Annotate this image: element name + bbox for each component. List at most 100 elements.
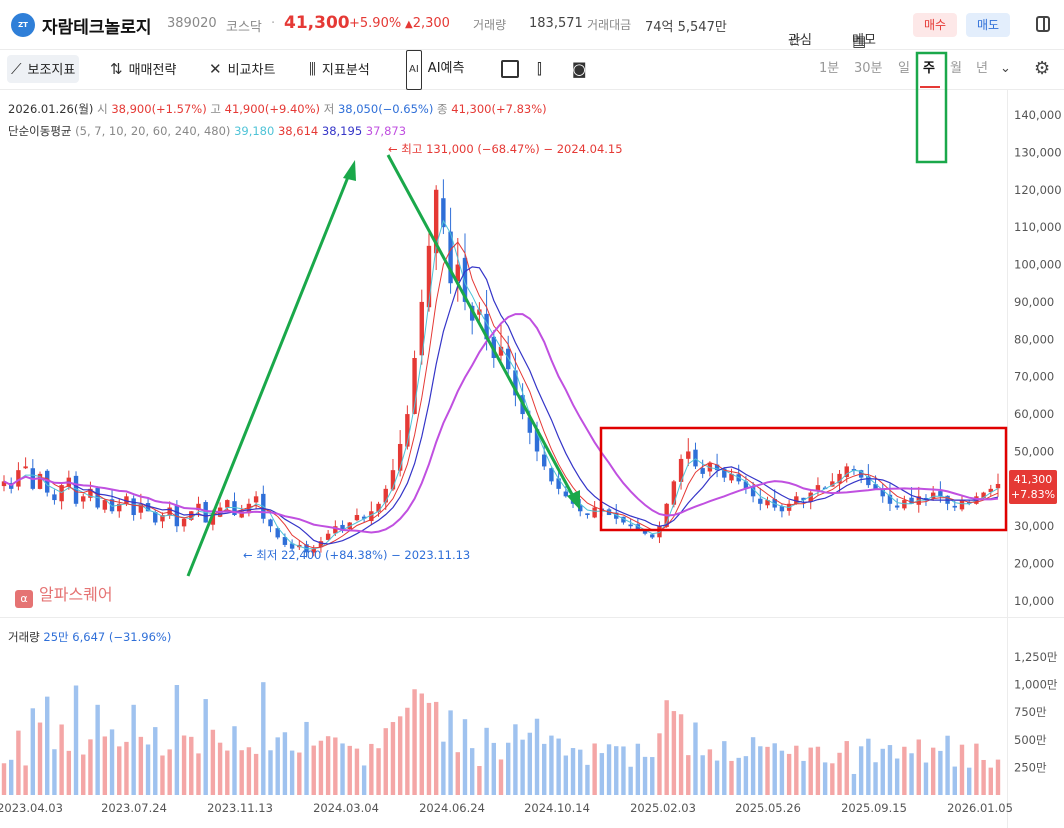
candle-body (225, 500, 230, 508)
volume-bar (145, 744, 151, 795)
volume-bar (686, 755, 691, 795)
volume-bar (275, 737, 280, 795)
strategy-button[interactable]: ⇅ 매매전략 (110, 50, 176, 88)
candle-body (909, 497, 914, 504)
buy-button[interactable]: 매수 (913, 13, 957, 37)
volume-bar (45, 696, 50, 795)
volume-bar (930, 747, 936, 795)
change-amount-value: 2,300 (412, 16, 450, 31)
indicators-label: 보조지표 (27, 63, 76, 78)
volume-bar (887, 745, 893, 795)
volume-bar (441, 741, 446, 795)
ohlc-line: 2026.01.26(월) 시 38,900(+1.57%) 고 41,900(… (8, 101, 547, 117)
candle-type-icon[interactable]: ⫿ (537, 50, 548, 88)
analysis-button[interactable]: ⫼ 지표분석 (309, 50, 370, 88)
volume-bar (707, 749, 713, 795)
compare-button[interactable]: ✕ 비교차트 (209, 50, 275, 88)
high-label: 고 (210, 102, 221, 116)
candle-body (671, 481, 677, 505)
watch-label: 관심 (788, 33, 812, 48)
ma-label: 단순이동평균 (8, 124, 72, 138)
close-value: 41,300 (451, 102, 492, 116)
tf-month[interactable]: 월 (950, 61, 962, 76)
line-chart-icon: ⟋ (11, 60, 22, 78)
timeframe-highlight-box (915, 51, 948, 164)
candle-body (369, 511, 374, 522)
x-tick-label: 2025.02.03 (630, 801, 696, 815)
candle-body (714, 464, 720, 471)
side-panel-icon[interactable] (1036, 16, 1050, 32)
x-tick-label: 2023.07.24 (101, 801, 167, 815)
change-amount: ▲2,300 (405, 16, 450, 31)
candle-body (81, 496, 86, 502)
volume-bar (873, 762, 878, 795)
volume-bar (66, 750, 72, 795)
y-tick-label: 50,000 (1014, 444, 1054, 458)
volume-bar (117, 746, 122, 795)
volume-bar (390, 722, 396, 795)
candle-body (462, 257, 468, 302)
y-tick-label: 120,000 (1014, 183, 1062, 197)
volume-bar (959, 744, 965, 795)
volume-bar (304, 721, 309, 795)
chevron-down-icon[interactable]: ⌄ (1000, 61, 1011, 76)
volume-bar (16, 730, 21, 795)
volume-bar (455, 752, 460, 795)
up-triangle-icon: ▲ (405, 19, 413, 30)
green-arrowhead-up (343, 160, 356, 181)
volume-bar (498, 759, 504, 795)
candle-body (268, 519, 273, 527)
candle-body (59, 485, 64, 502)
screenshot-icon[interactable]: ◙ (572, 50, 593, 88)
moving-average-line (3, 266, 999, 545)
volume-bar (801, 760, 806, 795)
indicators-button[interactable]: ⟋ 보조지표 (7, 55, 80, 83)
candle-body (131, 498, 136, 516)
vol-tick-label: 1,250만 (1014, 650, 1058, 664)
volume-bar (138, 736, 144, 795)
memo-icon: ▤ (852, 32, 867, 50)
candle-body (88, 488, 93, 498)
candle-body (37, 473, 43, 489)
candle-body (635, 524, 641, 530)
volume-bar (289, 750, 295, 795)
y-tick-label: 10,000 (1014, 594, 1054, 608)
candle-body (117, 503, 122, 512)
volume-bar (59, 724, 64, 795)
ma-value-3: 38,195 (321, 124, 363, 138)
volume-bar (189, 736, 194, 795)
candle-body (513, 370, 518, 396)
candle-body (981, 492, 986, 499)
gear-icon[interactable]: ⚙ (1034, 58, 1051, 79)
tf-1min[interactable]: 1분 (819, 61, 840, 76)
volume-panel-label: 거래량 (8, 630, 40, 644)
candle-body (275, 528, 280, 538)
volume-bar (635, 743, 641, 795)
volume-bar (534, 718, 540, 795)
close-label: 종 (437, 102, 448, 116)
volume-bar (945, 735, 950, 795)
volume-bar (902, 746, 907, 795)
stock-name[interactable]: 자람테크놀로지 (42, 18, 152, 38)
volume-info: 거래량 25만 6,647 (−31.96%) (8, 629, 171, 645)
candle-body (938, 491, 943, 497)
candle-body (894, 505, 900, 508)
sell-button[interactable]: 매도 (966, 13, 1010, 37)
tf-year[interactable]: 년 (976, 61, 988, 76)
candle-body (650, 534, 655, 538)
ai-predict-button[interactable]: AI AI예측 (406, 50, 464, 90)
y-tick-label: 30,000 (1014, 519, 1054, 533)
volume-bar (311, 745, 316, 795)
tf-day[interactable]: 일 (898, 61, 910, 76)
tf-30min[interactable]: 30분 (854, 61, 883, 76)
square-icon[interactable] (501, 60, 519, 78)
candle-body (549, 468, 554, 482)
tf-week[interactable]: 주 (923, 61, 935, 76)
low-pct: (−0.65%) (378, 102, 434, 116)
market-name: 코스닥 (226, 20, 262, 35)
ma-periods: (5, 7, 10, 20, 60, 240, 480) (75, 124, 231, 138)
volume-bar (736, 757, 741, 795)
candle-body (397, 443, 403, 471)
volume-bar (354, 748, 360, 795)
